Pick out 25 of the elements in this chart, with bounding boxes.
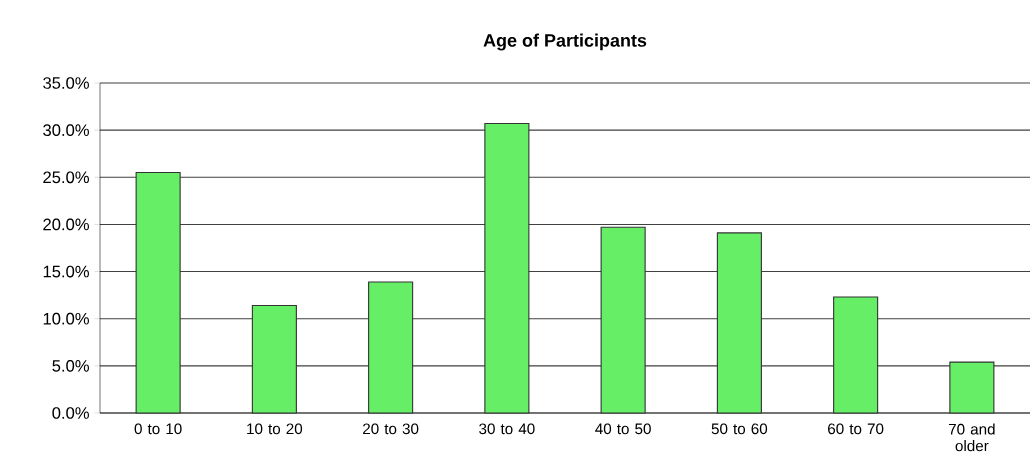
bar: [833, 296, 879, 414]
y-tick-label: 35.0%: [43, 77, 89, 89]
bar: [251, 304, 297, 414]
y-tick-label: 0.0%: [52, 407, 89, 419]
x-tick-label: 10 to 20: [247, 423, 303, 435]
bar: [135, 172, 181, 414]
x-tick-label: 0 to 10: [134, 423, 182, 435]
x-tick-label: 20 to 30: [363, 423, 419, 435]
chart-title: Age of Participants: [483, 33, 647, 51]
y-tick-label: 30.0%: [43, 124, 89, 137]
x-tick-label: 50 to 60: [711, 423, 768, 435]
x-tick-label: 60 to 70: [828, 423, 884, 435]
bar: [484, 122, 530, 414]
x-tick-label: 70 and older: [948, 423, 995, 452]
x-tick-label: 30 to 40: [479, 423, 535, 435]
bar: [368, 281, 414, 414]
bar: [716, 232, 762, 414]
y-tick-label: 25.0%: [43, 171, 89, 184]
y-tick-label: 5.0%: [52, 359, 89, 372]
y-tick-label: 10.0%: [43, 312, 89, 325]
x-tick-label: 40 to 50: [595, 423, 651, 435]
bar: [600, 226, 646, 414]
bar: [949, 361, 995, 414]
y-tick-label: 15.0%: [43, 265, 89, 278]
y-tick-label: 20.0%: [43, 218, 89, 231]
